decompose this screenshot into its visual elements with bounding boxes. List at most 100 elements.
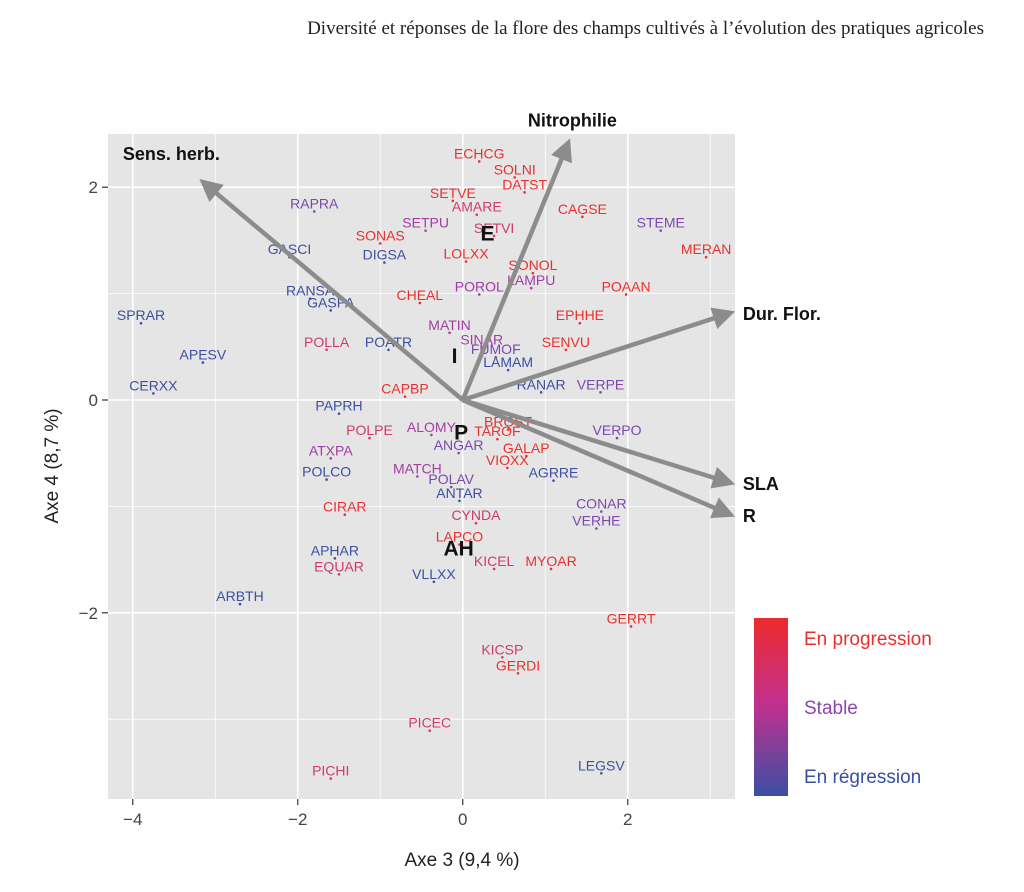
legend-label-progression: En progression [804,629,932,650]
species-label: STEME [637,215,685,231]
species-point [615,436,619,440]
species-point [523,191,526,194]
species-label: POLLA [304,334,350,350]
species-point [539,391,543,394]
species-label: DATST [502,176,547,192]
species-point [329,777,333,780]
species-point [464,260,468,263]
group-label: E [480,222,494,245]
species-point [704,255,708,259]
legend: En progression Stable En régression [754,618,932,796]
species-label: LOLXX [443,245,489,261]
species-label: EPHHE [556,307,604,323]
species-point [403,395,407,398]
species-point [238,602,242,606]
group-label: P [454,421,468,444]
species-label: TAROF [474,423,520,439]
species-label: LAMPU [507,272,555,288]
species-point [474,521,478,525]
species-point [458,499,461,503]
species-point [524,454,528,458]
trait-label: Sens. herb. [123,144,220,164]
species-label: SPRAR [117,307,165,323]
trait-arrow [461,397,736,519]
species-label: ARBTH [216,588,263,604]
species-point [506,466,509,470]
species-point [329,309,333,312]
trait-label: Nitrophilie [528,111,617,131]
species-point [458,543,461,546]
species-label: MYOAR [525,553,576,569]
species-point [552,479,555,482]
species-label: SETVE [430,185,476,201]
trait-label: Dur. Flor. [743,304,821,324]
species-point [428,729,432,733]
y-axis-title: Axe 4 (8,7 %) [42,408,63,523]
species-point [201,361,205,364]
species-label: VERPE [577,376,624,392]
species-label: KICEL [474,553,515,569]
species-point [451,199,455,203]
species-label: LEGSV [578,757,625,773]
species-label: PAPRH [315,398,362,414]
species-label: POLPE [346,422,393,438]
species-label: EQUAR [314,558,364,574]
species-label: MERAN [681,241,732,257]
species-point [600,510,603,513]
species-label: DIGSA [363,247,407,263]
species-label: LAPCO [436,529,484,545]
species-point [424,229,427,232]
species-point [595,527,598,530]
species-label: AGRRE [529,465,579,481]
species-point [337,573,341,576]
trait-arrow [199,178,465,402]
species-label: ECHCG [454,145,505,161]
species-label: VIOXX [486,452,529,468]
species-point [581,215,584,219]
species-point [475,213,479,216]
species-label: PICHI [312,763,349,779]
species-point [501,655,504,659]
species-point [492,234,496,238]
trait-arrow [462,397,736,489]
species-label: VERPO [593,422,642,438]
species-label: GERDI [496,657,540,673]
species-point [329,457,333,460]
legend-label-regression: En régression [804,767,921,788]
species-label: GALAP [503,440,550,456]
species-point [457,451,460,455]
species-label: RANSA [286,283,335,299]
species-label: VERHE [572,513,620,529]
species-label: LAMAM [483,354,533,370]
species-label: CHEAL [397,287,444,303]
species-label: MATCH [393,460,442,476]
species-point [343,513,347,517]
species-label: MATIN [428,317,471,333]
species-point [599,391,602,394]
y-tick-label: 0 [89,391,98,410]
legend-label-stable: Stable [804,698,858,719]
species-point [312,210,316,213]
species-label: POLAV [428,471,474,487]
trait-label: SLA [743,474,779,494]
plot-panel [108,134,735,799]
species-point [564,348,568,352]
species-label: SENVU [542,334,590,350]
species-label: ALOMY [407,419,457,435]
x-tick-label: 0 [458,810,467,829]
species-label: RAPRA [290,195,339,211]
species-label: POAAN [602,278,651,294]
group-label: I [452,345,458,368]
species-label: CONAR [576,496,627,512]
species-point [383,261,386,264]
trait-label: R [743,506,756,526]
species-point [416,475,419,478]
y-tick-label: 2 [89,178,98,197]
species-label: PICEC [408,715,451,731]
x-tick-label: 2 [623,810,632,829]
species-point [477,160,481,163]
species-label: VLLXX [412,566,456,582]
species-label: POLCO [302,464,351,480]
species-point [325,348,328,352]
